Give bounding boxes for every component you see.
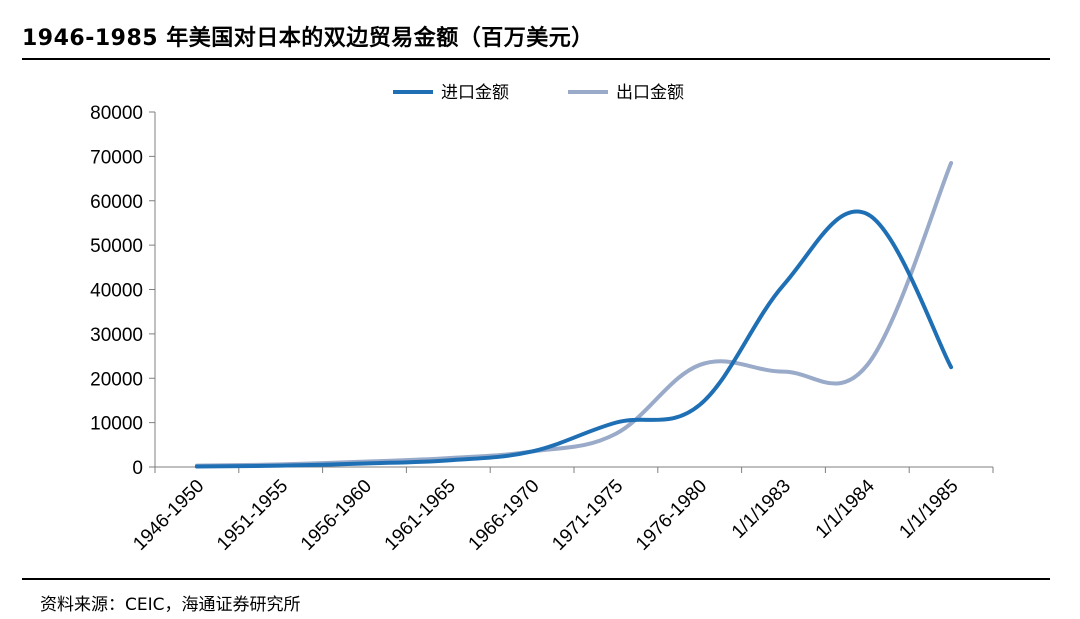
x-tick-label: 1956-1960 [297, 476, 376, 555]
y-tick-label: 30000 [90, 325, 143, 346]
x-tick-label: 1976-1980 [632, 476, 711, 555]
x-tick-label: 1/1/1985 [895, 476, 962, 543]
x-tick-label: 1961-1965 [381, 476, 460, 555]
x-tick-label: 1966-1970 [465, 476, 544, 555]
source-rule [22, 578, 1050, 580]
y-tick-label: 40000 [90, 281, 143, 302]
series-line-export [194, 161, 954, 468]
x-tick-label: 1/1/1984 [812, 475, 879, 542]
x-tick-label: 1/1/1983 [728, 476, 795, 543]
legend-item-import-label: 进口金额 [441, 83, 509, 103]
y-tick-label: 10000 [90, 414, 143, 435]
series-line-import [194, 209, 954, 469]
x-tick-label: 1946-1950 [129, 476, 208, 555]
chart-axes: 0 10000 20000 30000 40000 50000 60000 70000 8000… [90, 103, 994, 555]
y-tick-label: 70000 [90, 147, 143, 168]
source-note: 资料来源：CEIC，海通证券研究所 [40, 595, 301, 615]
title-rule [22, 58, 1050, 60]
x-tick-label: 1951-1955 [213, 476, 292, 555]
x-tick-label: 1971-1975 [548, 476, 627, 555]
series-layer [194, 161, 954, 469]
chart-legend: 进口金额 出口金额 [393, 83, 684, 103]
y-tick-label: 50000 [90, 236, 143, 257]
y-tick-label: 20000 [90, 369, 143, 390]
y-tick-label: 80000 [90, 103, 143, 124]
y-tick-label: 0 [132, 458, 143, 479]
chart-title: 1946-1985 年美国对日本的双边贸易金额（百万美元） [22, 26, 594, 51]
y-tick-label: 60000 [90, 192, 143, 213]
legend-item-export-label: 出口金额 [616, 83, 684, 103]
